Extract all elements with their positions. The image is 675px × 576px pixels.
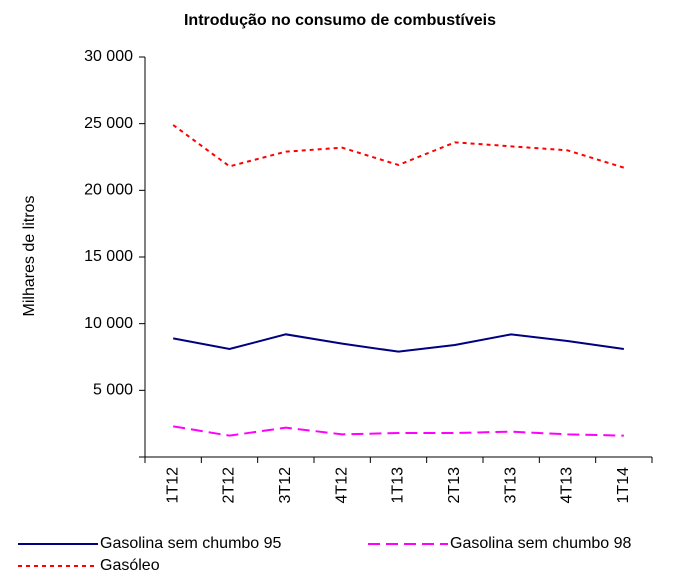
- line-series: [172, 124, 625, 169]
- legend-label: Gasóleo: [100, 557, 160, 574]
- y-tick-label: 25 000: [84, 115, 133, 132]
- x-tick-label: 1T13: [390, 467, 407, 504]
- x-tick-label: 2T12: [221, 467, 238, 504]
- chart-title: Introdução no consumo de combustíveis: [184, 12, 496, 29]
- line-series: [173, 425, 624, 437]
- line-series: [172, 333, 624, 353]
- y-tick-label: 20 000: [84, 182, 133, 199]
- y-tick-label: 10 000: [84, 315, 133, 332]
- x-tick-label: 3T12: [277, 467, 294, 504]
- legend-label: Gasolina sem chumbo 98: [450, 535, 632, 552]
- y-tick-label: 30 000: [84, 48, 133, 65]
- y-tick-label: 15 000: [84, 248, 133, 265]
- x-tick-label: 2T13: [446, 467, 463, 504]
- y-axis-label: Milhares de litros: [21, 196, 38, 317]
- x-tick-label: 1T12: [164, 467, 181, 504]
- x-tick-label: 3T13: [502, 467, 519, 504]
- legend-label: Gasolina sem chumbo 95: [100, 535, 282, 552]
- x-tick-label: 4T13: [559, 467, 576, 504]
- x-tick-label: 1T14: [615, 467, 632, 504]
- y-tick-label: 5 000: [93, 382, 133, 399]
- x-tick-label: 4T12: [333, 467, 350, 504]
